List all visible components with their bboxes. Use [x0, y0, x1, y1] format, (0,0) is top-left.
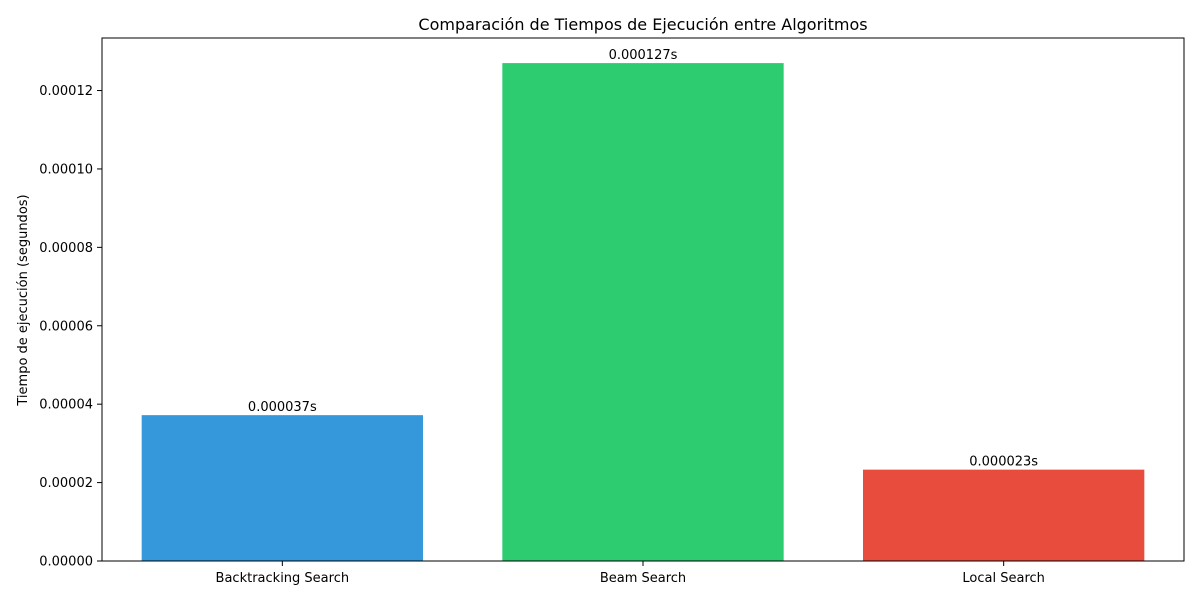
- bar-local-search: [863, 469, 1145, 561]
- y-tick-label: 0.00002: [39, 476, 93, 491]
- y-tick-label: 0.00006: [39, 319, 93, 334]
- y-tick-label: 0.00004: [39, 398, 93, 413]
- y-tick-label: 0.00000: [39, 555, 93, 570]
- y-tick-label: 0.00012: [39, 84, 93, 99]
- y-tick-label: 0.00008: [39, 241, 93, 256]
- data-label: 0.000127s: [609, 48, 678, 63]
- y-axis: 0.00000 0.00002 0.00004 0.00006 0.00008 0.000…: [39, 84, 102, 570]
- x-tick-label: Beam Search: [600, 571, 686, 586]
- bars-group: [141, 63, 1145, 561]
- data-label: 0.000037s: [248, 400, 317, 415]
- bar-beam-search: [502, 63, 784, 561]
- x-axis: Backtracking Search Beam Search Local Sear…: [216, 561, 1045, 586]
- y-axis-label: Tiempo de ejecución (segundos): [16, 194, 31, 406]
- chart-title: Comparación de Tiempos de Ejecución entr…: [418, 15, 867, 34]
- data-label: 0.000023s: [969, 455, 1038, 470]
- x-tick-label: Backtracking Search: [216, 571, 350, 586]
- x-tick-label: Local Search: [962, 571, 1045, 586]
- y-tick-label: 0.00010: [39, 162, 93, 177]
- bar-backtracking-search: [141, 415, 423, 561]
- plot-frame: [101, 37, 1185, 562]
- data-labels-group: 0.000037s 0.000127s 0.000023s: [248, 48, 1038, 470]
